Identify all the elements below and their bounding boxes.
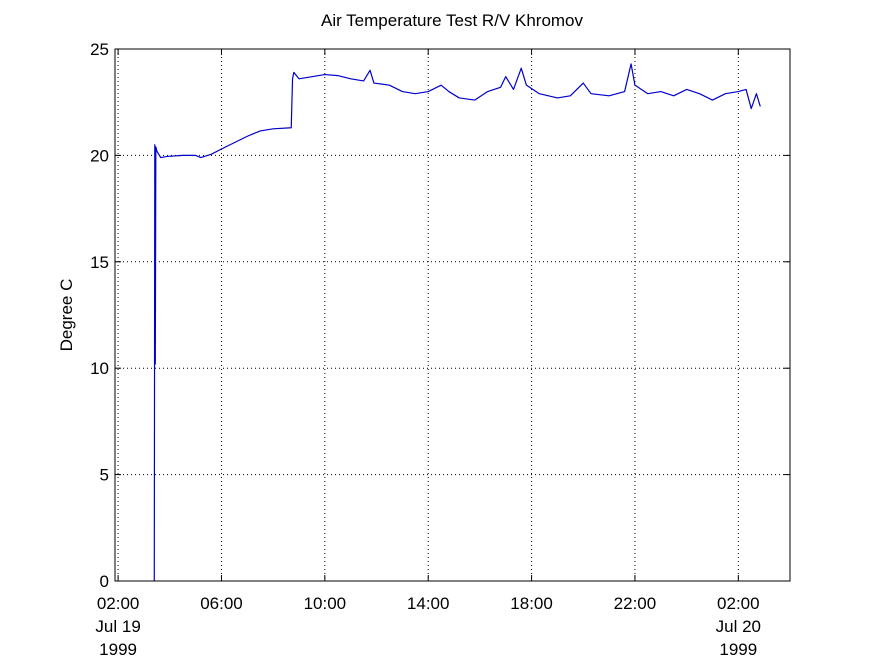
x-tick-label: 1999 [99, 640, 137, 656]
data-line [153, 63, 761, 582]
x-tick-label: 1999 [719, 640, 757, 656]
y-tick-label: 20 [90, 146, 109, 165]
x-tick-label: 02:00 [97, 594, 140, 613]
x-tick-label: Jul 20 [716, 617, 761, 636]
y-tick-label: 15 [90, 253, 109, 272]
y-tick-label: 0 [100, 572, 109, 591]
y-tick-label: 10 [90, 359, 109, 378]
chart-title: Air Temperature Test R/V Khromov [321, 11, 584, 30]
x-tick-label: 18:00 [510, 594, 553, 613]
y-axis-label: Degree C [57, 279, 76, 352]
x-tick-label: 06:00 [200, 594, 243, 613]
y-tick-label: 5 [100, 466, 109, 485]
plot-frame [114, 48, 791, 582]
x-tick-label: 22:00 [614, 594, 657, 613]
x-tick-label: 02:00 [717, 594, 760, 613]
x-tick-label: Jul 19 [95, 617, 140, 636]
x-tick-label: 10:00 [304, 594, 347, 613]
x-tick-label: 14:00 [407, 594, 450, 613]
y-tick-label: 25 [90, 40, 109, 59]
